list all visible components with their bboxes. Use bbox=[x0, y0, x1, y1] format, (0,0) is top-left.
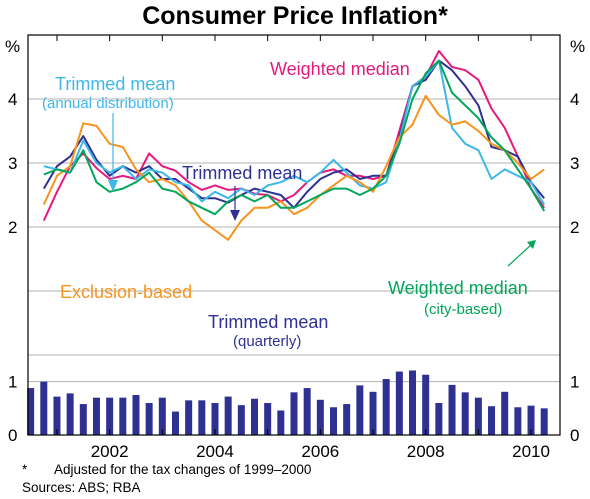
bar bbox=[330, 407, 338, 435]
bar bbox=[171, 411, 179, 435]
y-tick-label-left: 3 bbox=[8, 154, 17, 173]
bar bbox=[474, 397, 482, 435]
label-trimmed-mean: Trimmed mean bbox=[182, 163, 302, 183]
x-tick-label: 2008 bbox=[407, 442, 445, 461]
bar bbox=[250, 398, 258, 435]
bar bbox=[53, 396, 61, 435]
weighted-median-line bbox=[42, 50, 546, 222]
bar bbox=[395, 371, 403, 435]
y-tick-label-right: 2 bbox=[570, 218, 579, 237]
x-tick-label: 2010 bbox=[512, 442, 550, 461]
bar bbox=[303, 388, 311, 435]
bar bbox=[119, 397, 127, 435]
trimmed-mean-annual-line bbox=[43, 59, 546, 206]
bar bbox=[264, 403, 272, 435]
weighted-median-city-line bbox=[43, 59, 546, 216]
bar bbox=[461, 392, 469, 435]
bar bbox=[132, 395, 140, 435]
arrow-weighted-median-city bbox=[507, 243, 533, 267]
bar bbox=[343, 404, 351, 435]
bar bbox=[514, 407, 522, 435]
y-tick-label-left: 1 bbox=[8, 373, 17, 392]
label-weighted-median: Weighted median bbox=[270, 59, 410, 79]
y-tick-label-left: 2 bbox=[8, 218, 17, 237]
footnote: Adjusted for the tax changes of 1999–200… bbox=[54, 462, 311, 477]
label-weighted-median-city: Weighted median bbox=[388, 278, 528, 298]
bar bbox=[106, 397, 114, 435]
label-trimmed-mean-annual-sub: (annual distribution) bbox=[42, 95, 174, 112]
gridlines bbox=[28, 98, 560, 383]
chart-title: Consumer Price Inflation* bbox=[142, 2, 448, 30]
bar bbox=[488, 406, 496, 435]
bar bbox=[40, 381, 48, 435]
plot-frame bbox=[27, 34, 561, 436]
bar bbox=[409, 370, 417, 435]
x-tick-label: 2006 bbox=[301, 442, 339, 461]
label-trimmed-mean-annual: Trimmed mean bbox=[55, 74, 175, 94]
x-tick-label: 2004 bbox=[196, 442, 234, 461]
bar bbox=[422, 374, 430, 435]
bar bbox=[145, 403, 153, 435]
footnote-mark: * bbox=[22, 462, 28, 477]
bar bbox=[92, 397, 100, 435]
bar bbox=[27, 388, 35, 435]
label-weighted-median-city-sub: (city-based) bbox=[424, 301, 502, 318]
bar bbox=[79, 404, 87, 435]
y-tick-labels: 2 2 3 3 4 4 0 0 1 1 bbox=[8, 90, 579, 445]
arrowhead-trimmed-mean bbox=[230, 210, 240, 221]
arrowhead-trimmed-mean-annual bbox=[108, 180, 118, 192]
bar bbox=[501, 391, 509, 435]
bar bbox=[158, 397, 166, 435]
bar bbox=[369, 391, 377, 435]
y-tick-label-right: 0 bbox=[570, 426, 579, 445]
y-tick-label-left: 4 bbox=[8, 90, 17, 109]
bar bbox=[356, 385, 364, 435]
right-unit-label: % bbox=[570, 37, 585, 56]
x-tick-label: 2002 bbox=[91, 442, 129, 461]
bar bbox=[540, 408, 548, 435]
bar bbox=[448, 384, 456, 435]
bar bbox=[198, 400, 206, 435]
bar bbox=[382, 379, 390, 435]
y-tick-label-right: 4 bbox=[570, 90, 579, 109]
arrowhead-weighted-median-city bbox=[527, 240, 536, 249]
bar bbox=[211, 403, 219, 435]
exclusion-based-line bbox=[42, 94, 545, 241]
y-tick-label-right: 1 bbox=[570, 373, 579, 392]
bar bbox=[527, 405, 535, 435]
bar bbox=[185, 400, 193, 435]
label-trimmed-mean-quarterly-sub: (quarterly) bbox=[233, 333, 301, 350]
bar bbox=[277, 410, 285, 435]
sources: Sources: ABS; RBA bbox=[22, 480, 141, 495]
x-tick-labels: 2002 2004 2006 2008 2010 bbox=[56, 35, 550, 461]
label-exclusion-based: Exclusion-based bbox=[60, 282, 192, 302]
left-unit-label: % bbox=[5, 37, 20, 56]
bar bbox=[435, 403, 443, 435]
y-tick-label-right: 3 bbox=[570, 154, 579, 173]
bar bbox=[237, 405, 245, 435]
quarterly-bars bbox=[27, 370, 548, 435]
bar bbox=[66, 393, 74, 435]
y-tick-label-left: 0 bbox=[8, 426, 17, 445]
series-lines bbox=[42, 50, 546, 241]
bar bbox=[224, 396, 232, 435]
label-trimmed-mean-quarterly: Trimmed mean bbox=[208, 312, 328, 332]
bar bbox=[290, 392, 298, 435]
bar bbox=[316, 399, 324, 435]
